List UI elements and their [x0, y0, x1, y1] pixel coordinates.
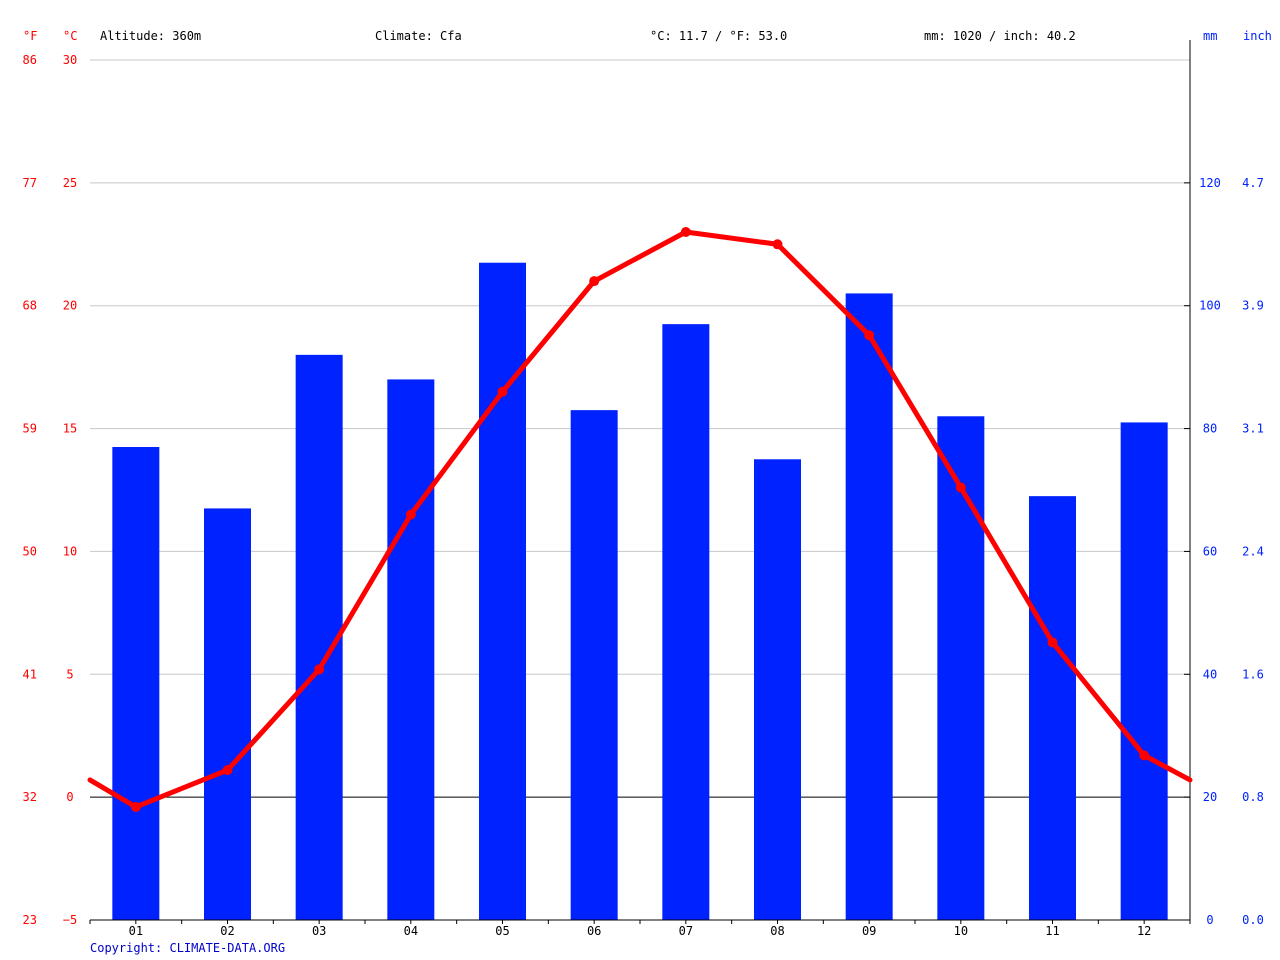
- climate-label: Climate: Cfa: [375, 29, 462, 43]
- y-tick-label-c: 5: [66, 667, 73, 681]
- y-tick-label-f: 77: [23, 176, 37, 190]
- copyright-link[interactable]: Copyright: CLIMATE-DATA.ORG: [90, 941, 285, 955]
- temperature-point: [1047, 637, 1058, 648]
- unit-mm-label: mm: [1203, 29, 1217, 43]
- temperature-point: [314, 664, 325, 675]
- x-tick-label: 08: [770, 924, 784, 938]
- x-tick-label: 05: [495, 924, 509, 938]
- y-tick-label-f: 50: [23, 544, 37, 558]
- y-tick-label-f: 32: [23, 790, 37, 804]
- temperature-point: [405, 509, 416, 520]
- temperature-point: [772, 239, 783, 250]
- grid-layer: [90, 59, 1190, 798]
- y-tick-label-f: 59: [23, 422, 37, 436]
- altitude-label: Altitude: 360m: [100, 29, 201, 43]
- y-tick-label-inch: 3.9: [1242, 299, 1264, 313]
- precip-bar: [387, 379, 435, 920]
- x-tick-label: 09: [862, 924, 876, 938]
- precip-bar: [112, 447, 160, 920]
- y-tick-label-f: 41: [23, 667, 37, 681]
- y-tick-label-inch: 0.8: [1242, 790, 1264, 804]
- y-tick-label-mm: 20: [1203, 790, 1217, 804]
- precip-bar: [845, 293, 893, 920]
- precip-bar: [295, 354, 343, 920]
- precipitation-bars: [112, 262, 1168, 921]
- temperature-point: [130, 801, 141, 812]
- y-tick-label-mm: 60: [1203, 544, 1217, 558]
- precipitation-summary: mm: 1020 / inch: 40.2: [924, 29, 1076, 43]
- temperature-summary: °C: 11.7 / °F: 53.0: [650, 29, 787, 43]
- y-tick-label-inch: 2.4: [1242, 544, 1264, 558]
- y-tick-label-inch: 3.1: [1242, 422, 1264, 436]
- precip-bar: [479, 262, 526, 920]
- x-tick-label: 02: [220, 924, 234, 938]
- y-tick-label-c: 25: [63, 176, 77, 190]
- x-tick-label: 04: [404, 924, 418, 938]
- x-tick-label: 11: [1045, 924, 1059, 938]
- x-tick-label: 07: [679, 924, 693, 938]
- y-tick-label-mm: 100: [1199, 299, 1221, 313]
- x-tick-label: 10: [954, 924, 968, 938]
- y-tick-label-c: 15: [63, 422, 77, 436]
- y-tick-label-c: 20: [63, 299, 77, 313]
- temperature-point: [222, 765, 233, 776]
- y-tick-label-mm: 0: [1206, 913, 1213, 927]
- y-tick-label-f: 86: [23, 53, 37, 67]
- precip-bar: [1029, 496, 1076, 920]
- temperature-point: [497, 386, 508, 397]
- precip-bar: [662, 324, 710, 921]
- temperature-series-line: [87, 229, 1193, 810]
- temperature-point: [589, 276, 600, 287]
- temperature-point: [1139, 750, 1150, 761]
- temperature-point: [680, 227, 691, 237]
- unit-celsius-label: °C: [63, 29, 77, 43]
- y-tick-label-c: 10: [63, 544, 77, 558]
- y-tick-label-inch: 4.7: [1242, 176, 1264, 190]
- unit-fahrenheit-label: °F: [23, 29, 37, 43]
- x-tick-label: 03: [312, 924, 326, 938]
- y-tick-label-mm: 40: [1203, 667, 1217, 681]
- y-tick-label-mm: 120: [1199, 176, 1221, 190]
- precip-bar: [570, 410, 618, 920]
- x-tick-label: 12: [1137, 924, 1151, 938]
- precip-bar: [754, 459, 801, 920]
- y-tick-label-c: 30: [63, 53, 77, 67]
- y-tick-label-f: 68: [23, 299, 37, 313]
- y-tick-label-inch: 1.6: [1242, 667, 1264, 681]
- x-tick-label: 01: [129, 924, 143, 938]
- y-tick-label-inch: 0.0: [1242, 913, 1264, 927]
- precip-bar: [204, 508, 251, 920]
- temperature-point: [864, 330, 875, 341]
- y-tick-label-c: −5: [63, 913, 77, 927]
- y-tick-label-mm: 80: [1203, 422, 1217, 436]
- temperature-point: [955, 482, 966, 493]
- unit-inch-label: inch: [1243, 29, 1272, 43]
- x-tick-label: 06: [587, 924, 601, 938]
- y-tick-label-c: 0: [66, 790, 73, 804]
- precip-bar: [1120, 422, 1168, 920]
- precip-bar: [937, 416, 985, 920]
- axes: [89, 40, 1191, 924]
- y-tick-label-f: 23: [23, 913, 37, 927]
- temperature-line: [87, 227, 1193, 812]
